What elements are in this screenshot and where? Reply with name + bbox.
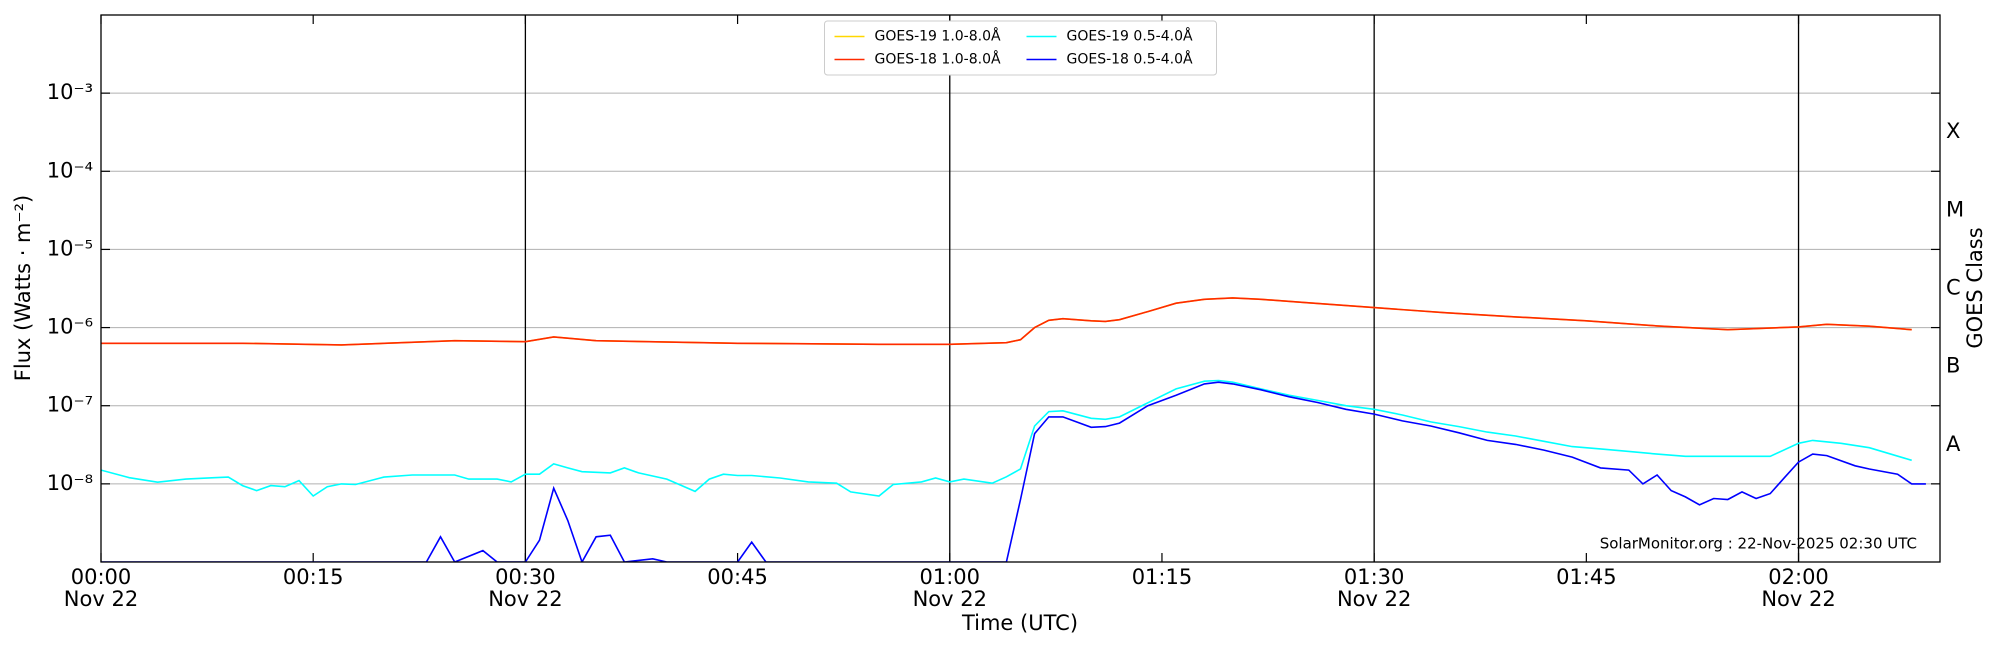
y2-tick-label: A <box>1946 432 1961 456</box>
x-tick-label: 01:15 <box>1132 565 1193 589</box>
x-tick-date: Nov 22 <box>913 587 987 611</box>
y-tick-label: 10⁻⁵ <box>47 236 93 260</box>
y-tick-label: 10⁻⁴ <box>47 158 93 182</box>
y2-tick-label: M <box>1946 197 1964 221</box>
legend-label: GOES-18 1.0-8.0Å <box>875 51 1001 68</box>
legend-label: GOES-19 1.0-8.0Å <box>875 28 1001 45</box>
x-tick-label: 00:00 <box>71 565 132 589</box>
x-tick-label: 01:00 <box>920 565 981 589</box>
y-axis-label: Flux (Watts · m⁻²) <box>11 195 35 381</box>
series-line <box>101 379 1912 498</box>
series-line <box>101 297 1912 346</box>
series-line <box>101 297 1912 346</box>
x-tick-label: 02:00 <box>1768 565 1829 589</box>
plot-frame <box>100 14 1941 563</box>
y2-tick-label: X <box>1946 119 1960 143</box>
x-tick-date: Nov 22 <box>64 587 138 611</box>
x-tick-label: 00:45 <box>707 565 768 589</box>
y-tick-label: 10⁻⁶ <box>47 315 93 339</box>
y-tick-label: 10⁻⁷ <box>47 393 93 417</box>
y2-axis-label: GOES Class <box>1963 227 1987 348</box>
y2-tick-label: B <box>1946 354 1960 378</box>
x-tick-label: 01:30 <box>1344 565 1405 589</box>
x-tick-date: Nov 22 <box>488 587 562 611</box>
series-line <box>101 381 1926 562</box>
y2-tick-label: C <box>1946 276 1961 300</box>
x-tick-label: 01:45 <box>1556 565 1617 589</box>
legend-label: GOES-18 0.5-4.0Å <box>1067 51 1193 68</box>
x-axis-label: Time (UTC) <box>961 611 1078 635</box>
x-tick-label: 00:15 <box>283 565 344 589</box>
x-tick-date: Nov 22 <box>1761 587 1835 611</box>
y-tick-label: 10⁻⁸ <box>47 471 93 495</box>
y-tick-label: 10⁻³ <box>47 80 93 104</box>
annotation: SolarMonitor.org : 22-Nov-2025 02:30 UTC <box>1600 535 1917 553</box>
x-tick-date: Nov 22 <box>1337 587 1411 611</box>
legend-box <box>824 20 1217 76</box>
x-tick-label: 00:30 <box>495 565 556 589</box>
legend-label: GOES-19 0.5-4.0Å <box>1067 28 1193 45</box>
